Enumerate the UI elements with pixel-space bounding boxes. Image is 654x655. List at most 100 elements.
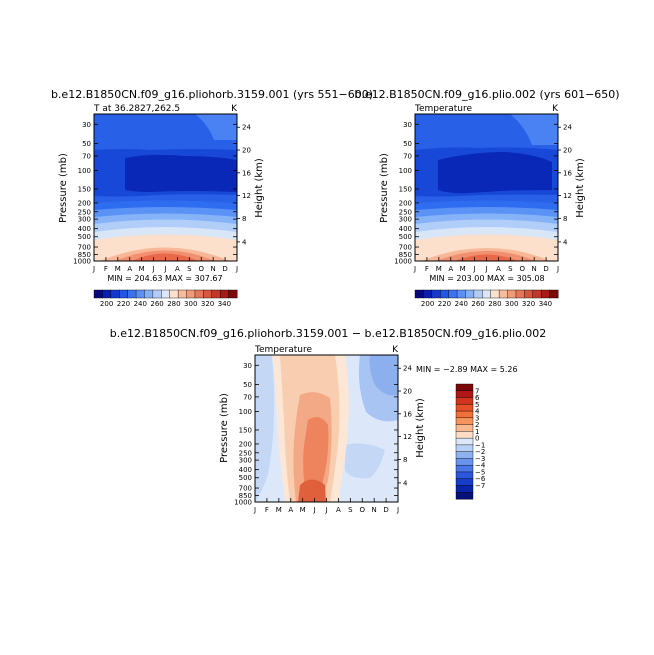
colorbar-swatch (455, 464, 474, 473)
y-tick-label: 500 (78, 233, 91, 241)
colorbar-label: −1 (475, 441, 485, 449)
colorbar-label: −6 (475, 475, 486, 483)
x-tick-label: N (532, 265, 537, 273)
colorbar-swatch (203, 289, 213, 299)
colorbar-label: −2 (475, 448, 485, 456)
panel-3-subtitle-right: K (392, 345, 399, 355)
x-tick-label: M (300, 506, 306, 514)
right-tick-label: 20 (403, 388, 412, 396)
panel-1-title: b.e12.B1850CN.f09_g16.pliohorb.3159.001 … (51, 88, 373, 101)
y-tick-label: 70 (403, 152, 412, 160)
colorbar-swatch (455, 417, 474, 426)
x-tick-label: A (127, 265, 132, 273)
colorbar-label: 240 (134, 300, 147, 308)
colorbar-swatch (524, 289, 534, 299)
x-tick-label: F (265, 506, 269, 514)
y-tick-label: 500 (239, 474, 252, 482)
right-tick-label: 12 (242, 192, 251, 200)
colorbar-swatch (455, 410, 474, 419)
right-tick-label: 8 (242, 215, 246, 223)
x-tick-label: J (92, 265, 95, 273)
colorbar-label: 7 (475, 387, 479, 395)
right-tick-label: 16 (403, 410, 412, 418)
x-tick-label: O (198, 265, 204, 273)
x-tick-label: S (348, 506, 353, 514)
x-tick-label: F (104, 265, 108, 273)
colorbar-label: 6 (475, 394, 480, 402)
colorbar-swatch (144, 289, 154, 299)
y-tick-label: 850 (399, 251, 412, 259)
x-tick-label: A (496, 265, 501, 273)
colorbar-swatch (498, 289, 509, 299)
colorbar-swatch (455, 444, 474, 453)
y-tick-label: 50 (243, 381, 252, 389)
y-tick-label: 1000 (394, 258, 412, 266)
x-tick-label: M (139, 265, 145, 273)
y-tick-label: 250 (78, 208, 91, 216)
x-tick-label: N (372, 506, 377, 514)
panel-2-ylabel: Pressure (mb) (379, 153, 390, 223)
x-tick-label: M (115, 265, 121, 273)
colorbar-swatch (431, 289, 441, 299)
y-tick-label: 50 (82, 140, 91, 148)
colorbar-label: 200 (100, 300, 113, 308)
colorbar-swatch (455, 431, 474, 439)
panel-1: b.e12.B1850CN.f09_g16.pliohorb.3159.001 … (51, 88, 373, 308)
colorbar-label: 300 (505, 300, 518, 308)
contour-band (303, 416, 329, 495)
panel-2-title: b.e12.B1850CN.f09_g16.plio.002 (yrs 601−… (354, 88, 619, 101)
colorbar-swatch (219, 289, 230, 299)
contour-band (94, 114, 237, 140)
colorbar-label: 220 (438, 300, 451, 308)
colorbar-swatch (473, 289, 483, 299)
colorbar-label: 260 (471, 300, 484, 308)
colorbar-label: −4 (475, 462, 486, 470)
y-tick-label: 150 (239, 426, 252, 434)
colorbar-label: 320 (522, 300, 535, 308)
panel-2-ylabel-right: Height (km) (575, 158, 586, 218)
colorbar-swatch (119, 289, 129, 299)
x-tick-label: M (436, 265, 442, 273)
x-tick-label: J (163, 265, 166, 273)
x-tick-label: D (383, 506, 388, 514)
x-tick-label: J (235, 265, 238, 273)
panel-2-subtitle-right: K (552, 104, 559, 114)
x-tick-label: A (288, 506, 293, 514)
y-tick-label: 1000 (73, 258, 91, 266)
colorbar-swatch (532, 289, 542, 299)
colorbar-label: 3 (475, 414, 479, 422)
right-tick-label: 24 (242, 124, 251, 132)
x-tick-label: D (222, 265, 227, 273)
colorbar-swatch (110, 289, 120, 299)
colorbar-swatch (507, 289, 517, 299)
colorbar-label: 240 (455, 300, 468, 308)
panel-3-subtitle-left: Temperature (254, 345, 312, 355)
y-tick-label: 100 (78, 167, 91, 175)
colorbar-swatch (455, 383, 474, 392)
y-tick-label: 200 (399, 199, 412, 207)
colorbar-swatch (455, 458, 474, 466)
y-tick-label: 850 (78, 251, 91, 259)
y-tick-label: 850 (239, 492, 252, 500)
colorbar-swatch (448, 289, 458, 299)
colorbar-label: 220 (117, 300, 130, 308)
right-tick-label: 20 (563, 147, 572, 155)
colorbar-swatch (211, 289, 221, 299)
colorbar-swatch (186, 289, 196, 299)
contour-band (369, 355, 398, 396)
panel-1-ylabel-right: Height (km) (254, 158, 265, 218)
colorbar-label: 280 (167, 300, 180, 308)
right-tick-label: 16 (563, 169, 572, 177)
contour-band (125, 154, 237, 192)
x-tick-label: J (473, 265, 476, 273)
right-tick-label: 4 (403, 479, 408, 487)
right-tick-label: 12 (563, 192, 572, 200)
colorbar-swatch (549, 289, 559, 299)
colorbar-swatch (455, 390, 474, 399)
y-tick-label: 30 (243, 362, 252, 370)
y-tick-label: 100 (239, 408, 252, 416)
panel-3-title: b.e12.B1850CN.f09_g16.pliohorb.3159.001 … (110, 327, 546, 340)
contour-band (132, 253, 198, 261)
colorbar-swatch (177, 289, 188, 299)
